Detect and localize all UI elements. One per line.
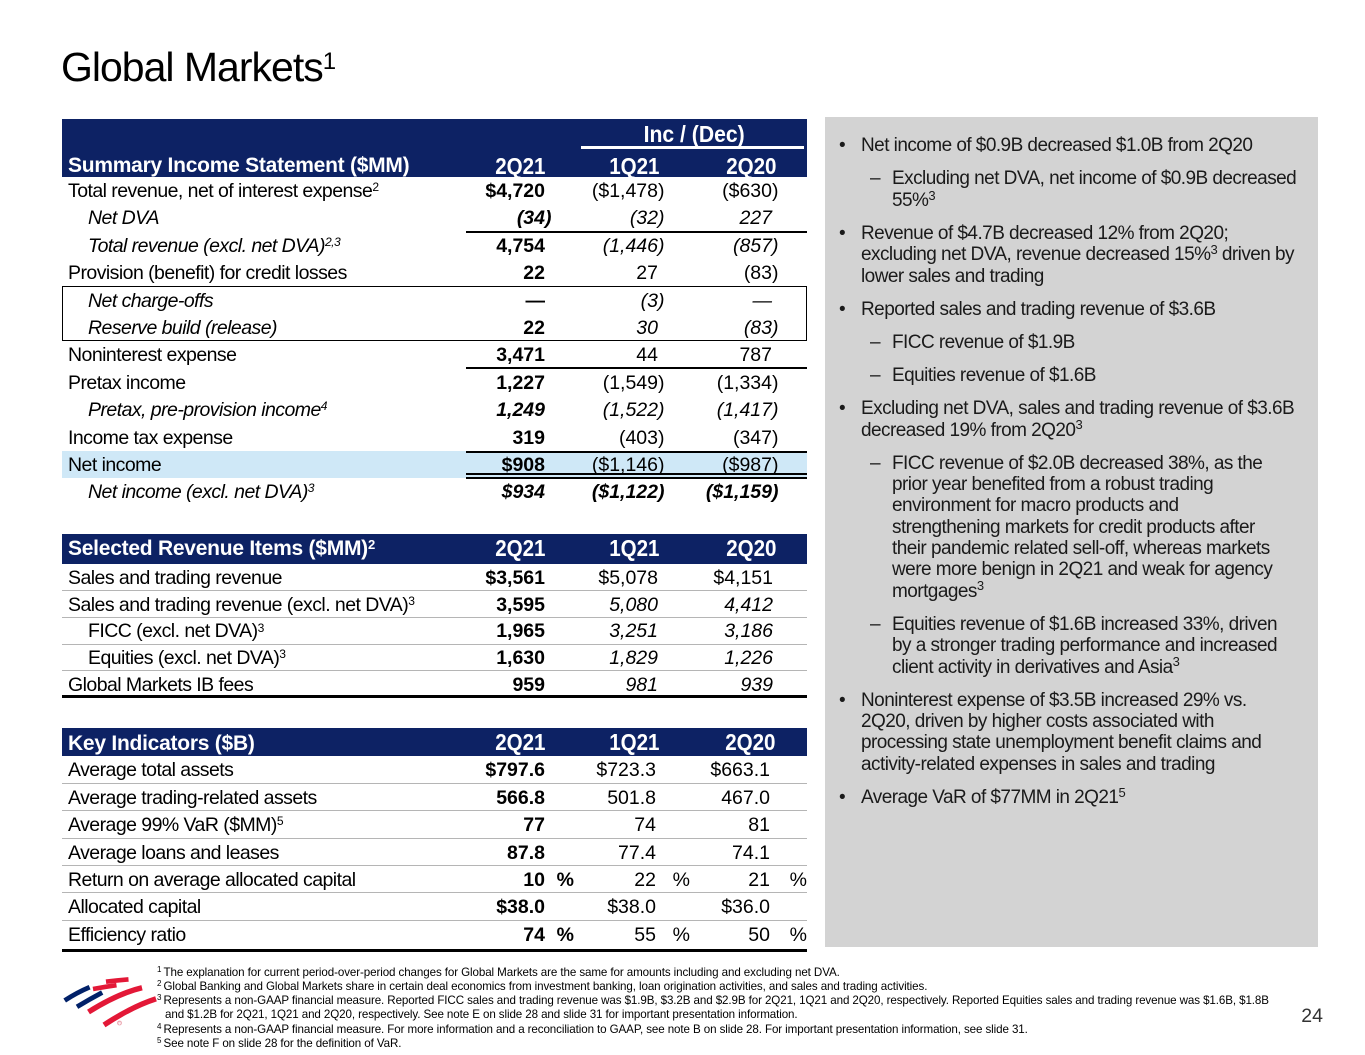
svg-text:R: R [118,1021,121,1026]
